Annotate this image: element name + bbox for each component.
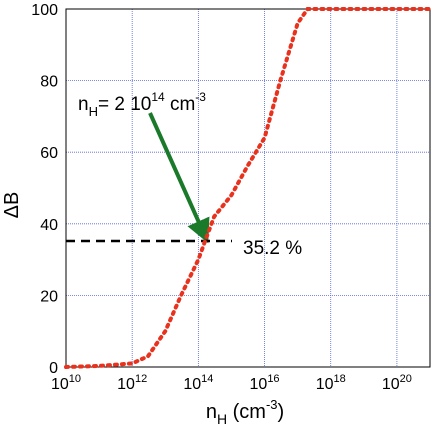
annotation-part: H: [89, 104, 98, 119]
x-tick-exponent: 10: [69, 373, 81, 385]
annotation-part: 14: [151, 90, 165, 104]
annotation-part: n: [78, 94, 89, 115]
x-label-part: (cm: [227, 401, 266, 423]
x-label-part: -3: [266, 397, 278, 412]
x-tick-label: 1018: [316, 373, 346, 393]
x-tick-base: 10: [51, 376, 69, 393]
x-tick-base: 10: [250, 376, 268, 393]
x-tick-label: 1012: [117, 373, 147, 393]
y-tick-label: 60: [40, 145, 58, 162]
x-tick-exponent: 14: [201, 373, 213, 385]
x-label-part: H: [217, 411, 227, 427]
x-tick-exponent: 20: [400, 373, 412, 385]
x-tick-label: 1014: [183, 373, 213, 393]
x-tick-exponent: 18: [334, 373, 346, 385]
x-label-part: n: [206, 401, 217, 423]
x-tick-exponent: 12: [135, 373, 147, 385]
y-tick-label: 80: [40, 74, 58, 91]
y-tick-label: 20: [40, 288, 58, 305]
annotation-part: -3: [195, 90, 206, 104]
data-line: [64, 7, 432, 369]
x-tick-base: 10: [183, 376, 201, 393]
x-axis-label: nH (cm-3): [206, 397, 284, 427]
x-tick-base: 10: [117, 376, 135, 393]
x-tick-exponent: 16: [267, 373, 279, 385]
y-axis-label: ΔB: [1, 192, 23, 219]
y-tick-label: 0: [49, 360, 58, 377]
x-tick-label: 1020: [382, 373, 412, 393]
x-label-part: ): [278, 401, 285, 423]
x-tick-base: 10: [316, 376, 334, 393]
x-tick-label: 1016: [250, 373, 280, 393]
annotation-arrow: [148, 112, 210, 244]
annotation-part: = 2 10: [98, 94, 151, 115]
plot-frame: [65, 8, 431, 368]
x-tick-base: 10: [382, 376, 400, 393]
y-tick-label: 100: [31, 2, 58, 19]
annotation-part: cm: [165, 94, 196, 115]
annotation: nH= 2 1014 cm-3: [78, 90, 206, 119]
reference-label: 35.2 %: [243, 238, 302, 259]
x-tick-label: 1010: [51, 373, 81, 393]
y-tick-label: 40: [40, 217, 58, 234]
